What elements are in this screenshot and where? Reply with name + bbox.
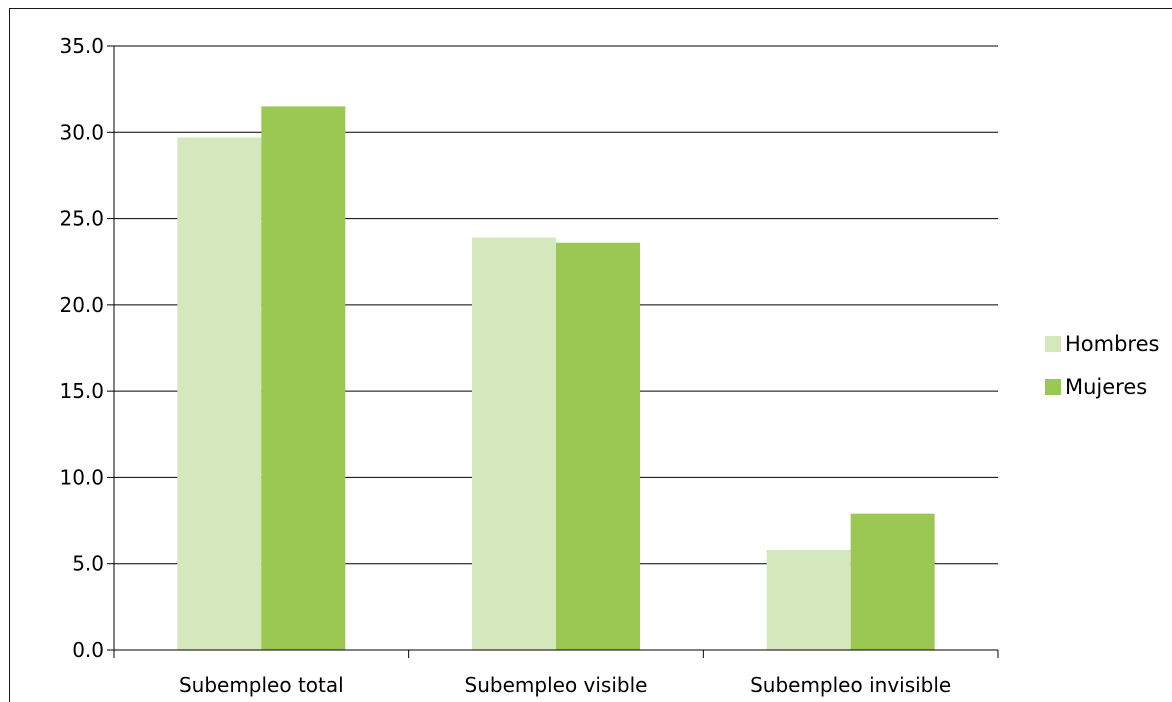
- x-axis-tick-labels: Subempleo total Subempleo visible Subemple…: [179, 673, 951, 697]
- bar-mujeres-1: [261, 106, 346, 650]
- y-tick-label: 5.0: [72, 552, 104, 576]
- bar-hombres-3: [766, 549, 851, 650]
- axes: [107, 45, 999, 658]
- y-axis-tick-labels: 0.0 5.0 10.0 15.0 20.0 25.0 30.0 35.0: [59, 34, 104, 662]
- legend-label-mujeres: Mujeres: [1065, 375, 1147, 399]
- bar-mujeres-2: [556, 242, 640, 650]
- bar-mujeres-3: [850, 513, 935, 650]
- bar-hombres-2: [472, 237, 556, 650]
- y-tick-label: 25.0: [59, 207, 104, 231]
- y-tick-label: 10.0: [59, 465, 104, 489]
- y-tick-label: 30.0: [59, 120, 104, 144]
- legend: Hombres Mujeres: [1045, 332, 1159, 399]
- y-tick-label: 20.0: [59, 293, 104, 317]
- legend-swatch-hombres: [1045, 336, 1061, 352]
- x-tick-label: Subempleo visible: [465, 673, 648, 697]
- legend-swatch-mujeres: [1045, 379, 1061, 395]
- bar-hombres-1: [177, 137, 262, 650]
- x-tick-label: Subempleo total: [179, 673, 344, 697]
- y-tick-label: 15.0: [59, 379, 104, 403]
- y-tick-label: 35.0: [59, 34, 104, 58]
- y-tick-label: 0.0: [72, 638, 104, 662]
- x-tick-label: Subempleo invisible: [750, 673, 951, 697]
- legend-label-hombres: Hombres: [1065, 332, 1159, 356]
- bars: [177, 106, 935, 650]
